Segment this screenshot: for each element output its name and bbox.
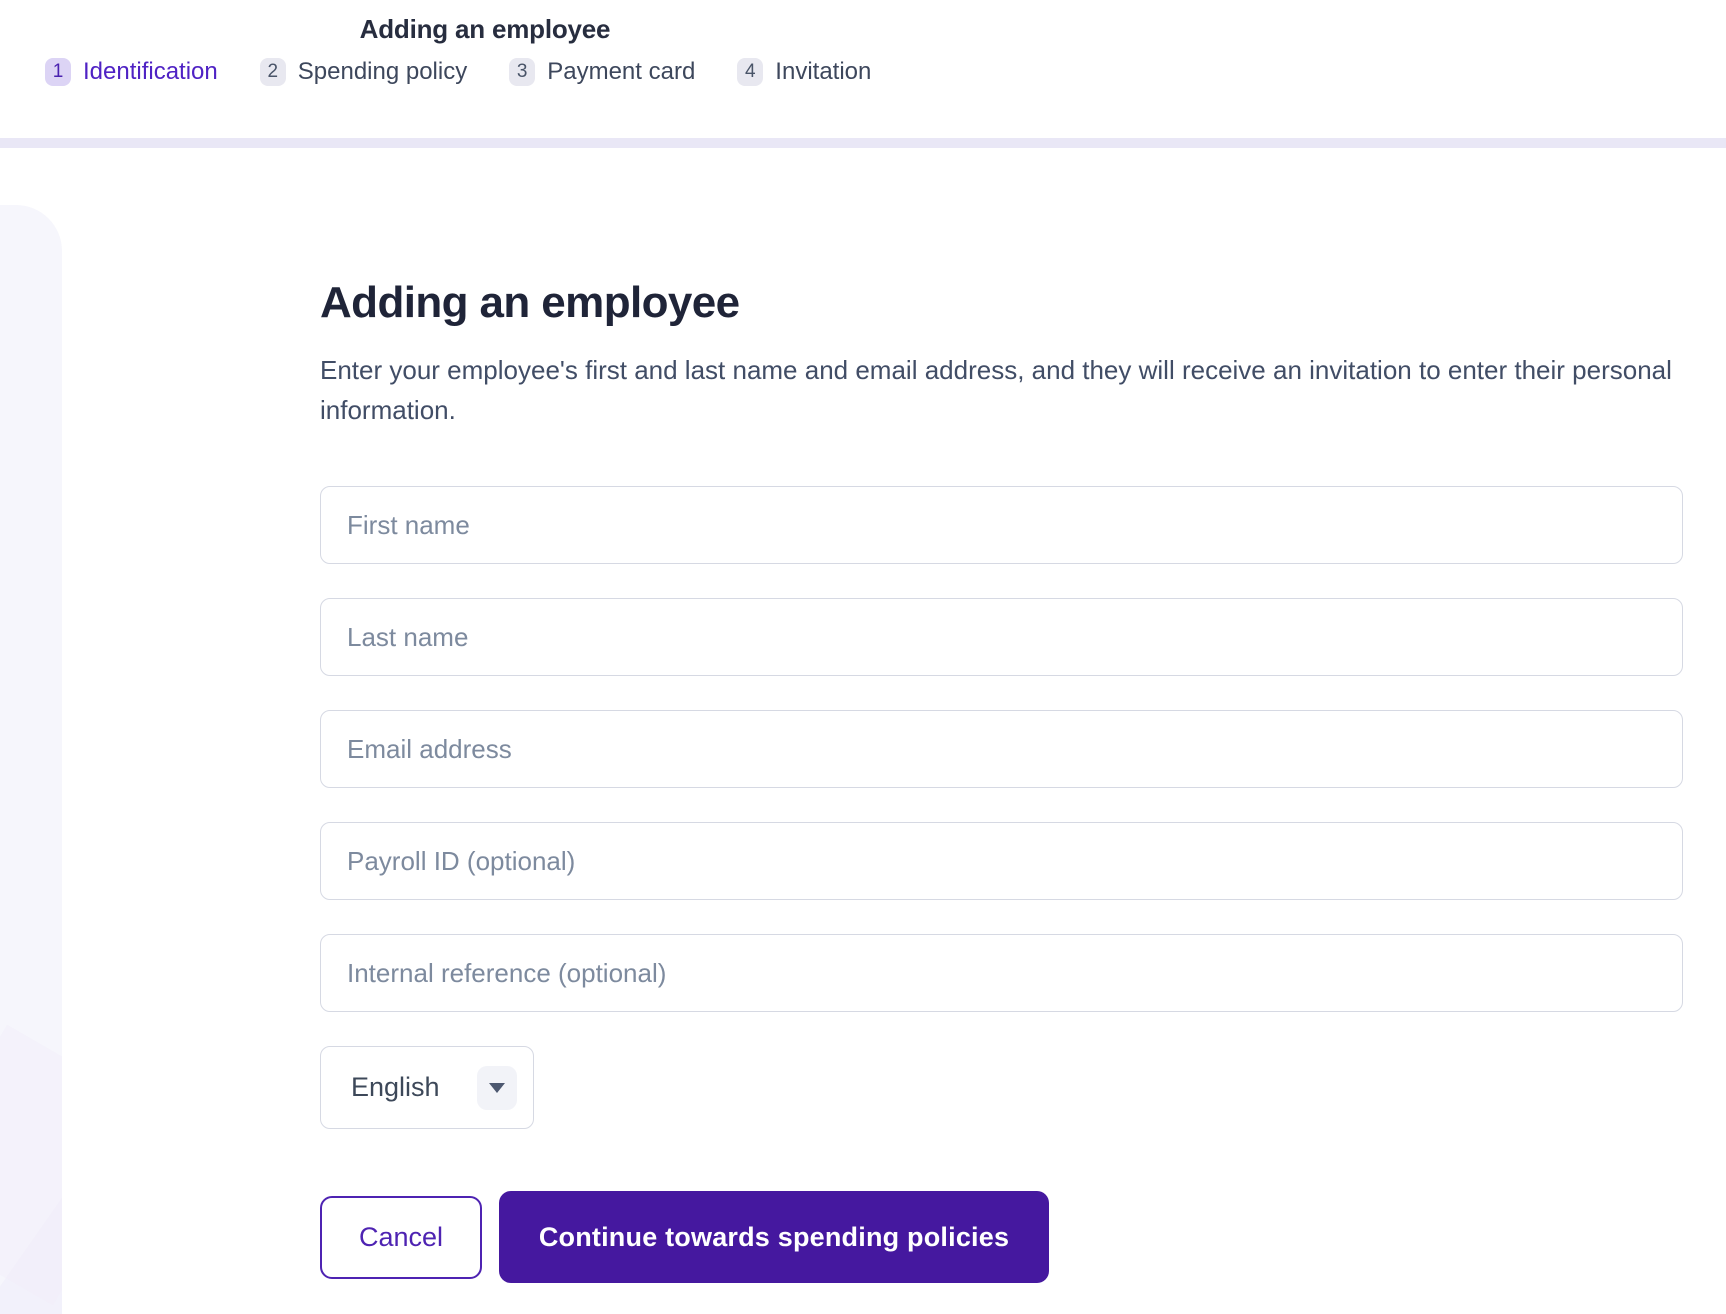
cancel-button[interactable]: Cancel: [320, 1195, 482, 1279]
first-name-input[interactable]: [320, 486, 1683, 564]
email-address-input[interactable]: [320, 710, 1683, 788]
internal-reference-input[interactable]: [320, 934, 1683, 1012]
step-payment-card[interactable]: 3 Payment card: [509, 58, 695, 86]
form-fields: [320, 486, 1683, 1012]
language-select[interactable]: English: [320, 1046, 534, 1129]
page-title: Adding an employee: [320, 278, 740, 327]
page-description: Enter your employee's first and last nam…: [320, 355, 1672, 425]
wizard-header-inner: Adding an employee 1 Identification 2 Sp…: [45, 0, 925, 86]
step-number-badge: 2: [259, 58, 286, 86]
step-label: Payment card: [547, 58, 696, 85]
step-invitation[interactable]: 4 Invitation: [737, 58, 871, 86]
step-number-badge: 1: [45, 58, 71, 86]
main-area: Adding an employee Enter your employee's…: [0, 148, 1726, 1314]
payroll-id-input[interactable]: [320, 822, 1683, 900]
wizard-header: Adding an employee 1 Identification 2 Sp…: [0, 0, 1726, 138]
last-name-input[interactable]: [320, 598, 1683, 676]
continue-button[interactable]: Continue towards spending policies: [499, 1191, 1049, 1283]
chevron-down-icon[interactable]: [477, 1065, 517, 1110]
left-decorative-panel: [0, 205, 62, 1314]
step-number-badge: 4: [737, 58, 764, 86]
chevron-down-glyph: [489, 1082, 505, 1093]
step-label: Invitation: [775, 58, 872, 85]
wizard-steps: 1 Identification 2 Spending policy 3 Pay…: [45, 58, 925, 86]
header-divider: [0, 138, 1726, 148]
step-spending-policy[interactable]: 2 Spending policy: [259, 58, 468, 86]
form-actions: Cancel Continue towards spending policie…: [320, 1191, 1683, 1283]
step-label: Identification: [83, 58, 218, 85]
step-label: Spending policy: [297, 58, 468, 85]
step-number-badge: 3: [509, 58, 536, 86]
form-content: Adding an employee Enter your employee's…: [320, 148, 1683, 1283]
language-select-value: English: [351, 1072, 440, 1102]
wizard-title: Adding an employee: [359, 14, 611, 44]
step-identification[interactable]: 1 Identification: [45, 58, 218, 86]
